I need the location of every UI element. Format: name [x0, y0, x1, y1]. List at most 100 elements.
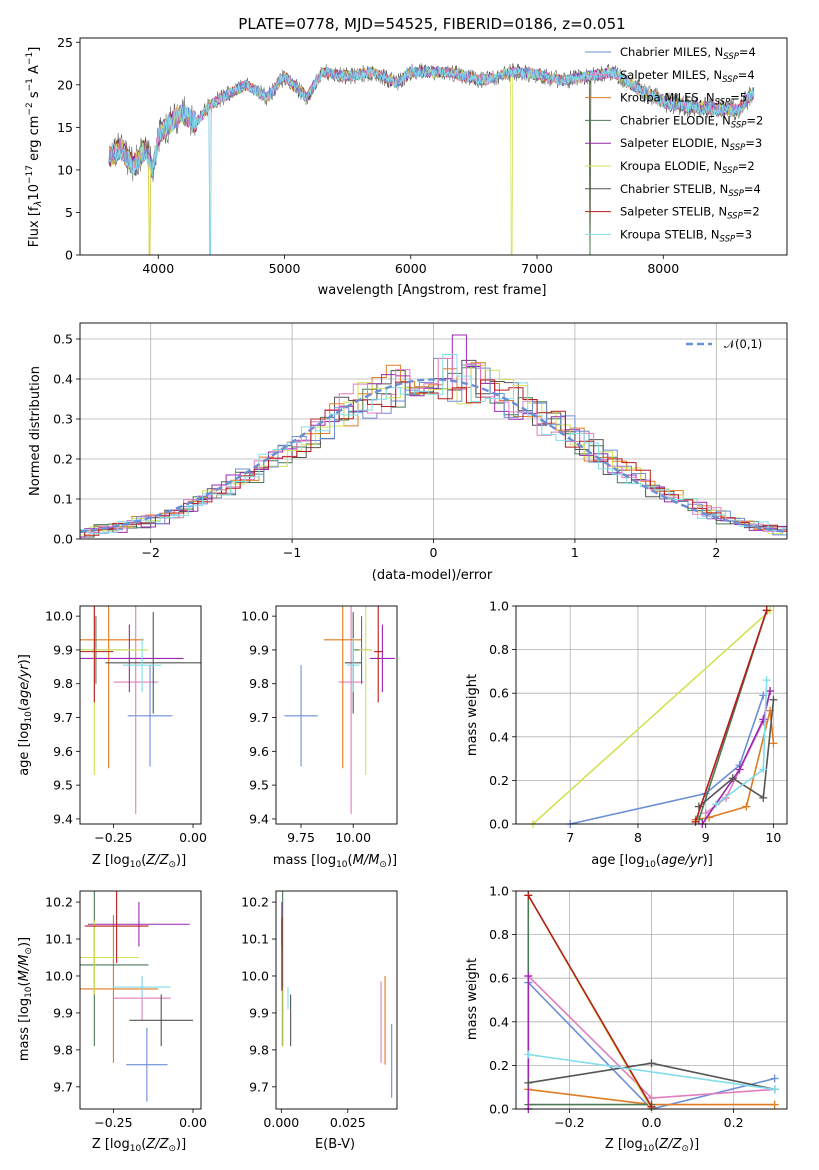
- y-tick-label: 9.8: [53, 676, 73, 691]
- errorbar-8: [122, 638, 162, 693]
- errorbar-4: [87, 902, 190, 947]
- axes-frame: [79, 605, 202, 825]
- x-tick-label: 1: [571, 545, 579, 560]
- weight-marker: [524, 891, 533, 900]
- errorbar-8: [113, 975, 171, 999]
- legend-label: Salpeter STELIB, NSSP=2: [620, 205, 760, 222]
- errorbar-7: [84, 891, 149, 964]
- weight-marker: [711, 800, 720, 809]
- weight-marker: [524, 972, 533, 981]
- y-tick-label: 0.8: [489, 642, 509, 657]
- x-tick-label: 0.00: [179, 1115, 207, 1130]
- errorbar-0: [284, 665, 318, 767]
- legend-label: Kroupa ELODIE, NSSP=2: [620, 159, 755, 176]
- y-tick-label: 10.1: [241, 932, 269, 947]
- x-tick-label: 0.0: [642, 1115, 662, 1130]
- y-tick-label: 9.8: [249, 676, 269, 691]
- legend-label: 𝒩(0,1): [724, 337, 762, 351]
- weight-marker: [769, 739, 778, 748]
- weight-line-7: [527, 894, 653, 1108]
- errorbar-8: [346, 638, 360, 693]
- errorbar-5: [359, 606, 372, 775]
- weight-marker: [762, 606, 771, 615]
- y-tick-label: 9.8: [249, 1042, 269, 1057]
- y-tick-label: 10.2: [45, 895, 73, 910]
- chart-title: PLATE=0778, MJD=54525, FIBERID=0186, z=0…: [238, 15, 625, 33]
- y-tick-label: 9.9: [249, 642, 269, 657]
- errorbar-2: [323, 606, 362, 769]
- y-tick-label: 0.3: [53, 412, 73, 427]
- y-tick-label: 10.1: [45, 932, 73, 947]
- y-tick-label: 9.6: [249, 744, 269, 759]
- x-tick-label: 6000: [395, 261, 427, 276]
- weight-marker: [728, 774, 737, 783]
- x-tick-label: −0.25: [94, 830, 132, 845]
- y-tick-label: 0.5: [53, 332, 73, 347]
- x-tick-label: 4000: [142, 261, 174, 276]
- legend-label: Kroupa STELIB, NSSP=3: [620, 227, 752, 244]
- mass-z-ylabel: mass [log10(M/M⊙)]: [17, 937, 34, 1061]
- x-tick-label: 0: [430, 545, 438, 560]
- weight-line-5: [532, 609, 771, 824]
- legend-label: Salpeter MILES, NSSP=4: [620, 68, 755, 85]
- mw-age-ylabel: mass weight: [465, 674, 480, 756]
- y-tick-label: 0.4: [489, 1014, 509, 1029]
- age-z-ylabel: age [log10(age/yr)]: [17, 654, 34, 776]
- spectrum-series-0: [108, 65, 755, 255]
- mass-ebv-xlabel: E(B-V): [315, 1137, 355, 1152]
- y-tick-label: 20: [57, 77, 73, 92]
- mw-z-ylabel: mass weight: [465, 958, 480, 1040]
- weight-marker: [735, 765, 744, 774]
- weight-line-4: [701, 690, 771, 824]
- y-tick-label: 9.4: [249, 811, 269, 826]
- residual-hist-8: [80, 354, 787, 535]
- residual-xlabel: (data-model)/error: [372, 568, 493, 583]
- y-tick-label: 9.9: [249, 1005, 269, 1020]
- weight-marker: [766, 687, 775, 696]
- axes-frame: [275, 890, 398, 1110]
- y-tick-label: 1.0: [489, 884, 509, 899]
- y-tick-label: 0.0: [53, 532, 73, 547]
- errorbar-7: [80, 606, 114, 703]
- y-tick-label: 9.9: [53, 642, 73, 657]
- weight-marker: [769, 695, 778, 704]
- y-tick-label: 0.2: [489, 1058, 509, 1073]
- errorbar-2: [80, 606, 144, 769]
- y-tick-label: 9.5: [53, 778, 73, 793]
- y-tick-label: 10.0: [241, 609, 269, 624]
- errorbar-4: [80, 624, 184, 693]
- x-tick-label: 10: [765, 830, 781, 845]
- errorbar-1: [113, 606, 159, 814]
- spectrum-series-8: [109, 66, 755, 255]
- weight-marker: [524, 1078, 533, 1087]
- mw-z-xlabel: Z [log10(Z/Z⊙)]: [605, 1137, 699, 1154]
- y-tick-label: 0.0: [489, 1102, 509, 1117]
- errorbar-6: [129, 994, 194, 1047]
- weight-line-0: [527, 982, 775, 1109]
- y-tick-label: 9.7: [249, 710, 269, 725]
- y-tick-label: 10.0: [241, 968, 269, 983]
- x-tick-label: 0.000: [263, 1115, 299, 1130]
- weight-marker: [647, 1059, 656, 1068]
- weight-marker: [647, 1102, 656, 1111]
- y-tick-label: 9.7: [53, 710, 73, 725]
- axes-frame: [515, 605, 788, 825]
- weight-marker: [759, 765, 768, 774]
- y-tick-label: 15: [57, 120, 73, 135]
- spectrum-xlabel: wavelength [Angstrom, rest frame]: [318, 283, 547, 298]
- weight-line-2: [695, 710, 775, 821]
- errorbar-5: [80, 920, 139, 995]
- x-tick-label: 9.75: [287, 830, 315, 845]
- y-tick-label: 0.2: [489, 773, 509, 788]
- weight-marker: [701, 809, 710, 818]
- x-tick-label: 2: [712, 545, 720, 560]
- x-tick-label: −0.2: [554, 1115, 584, 1130]
- errorbar-4: [369, 624, 395, 693]
- axes-frame: [79, 322, 788, 540]
- errorbar-0: [126, 1027, 168, 1102]
- weight-marker: [759, 793, 768, 802]
- y-tick-label: 0.6: [489, 971, 509, 986]
- weight-marker: [524, 1050, 533, 1059]
- axes-frame: [79, 890, 202, 1110]
